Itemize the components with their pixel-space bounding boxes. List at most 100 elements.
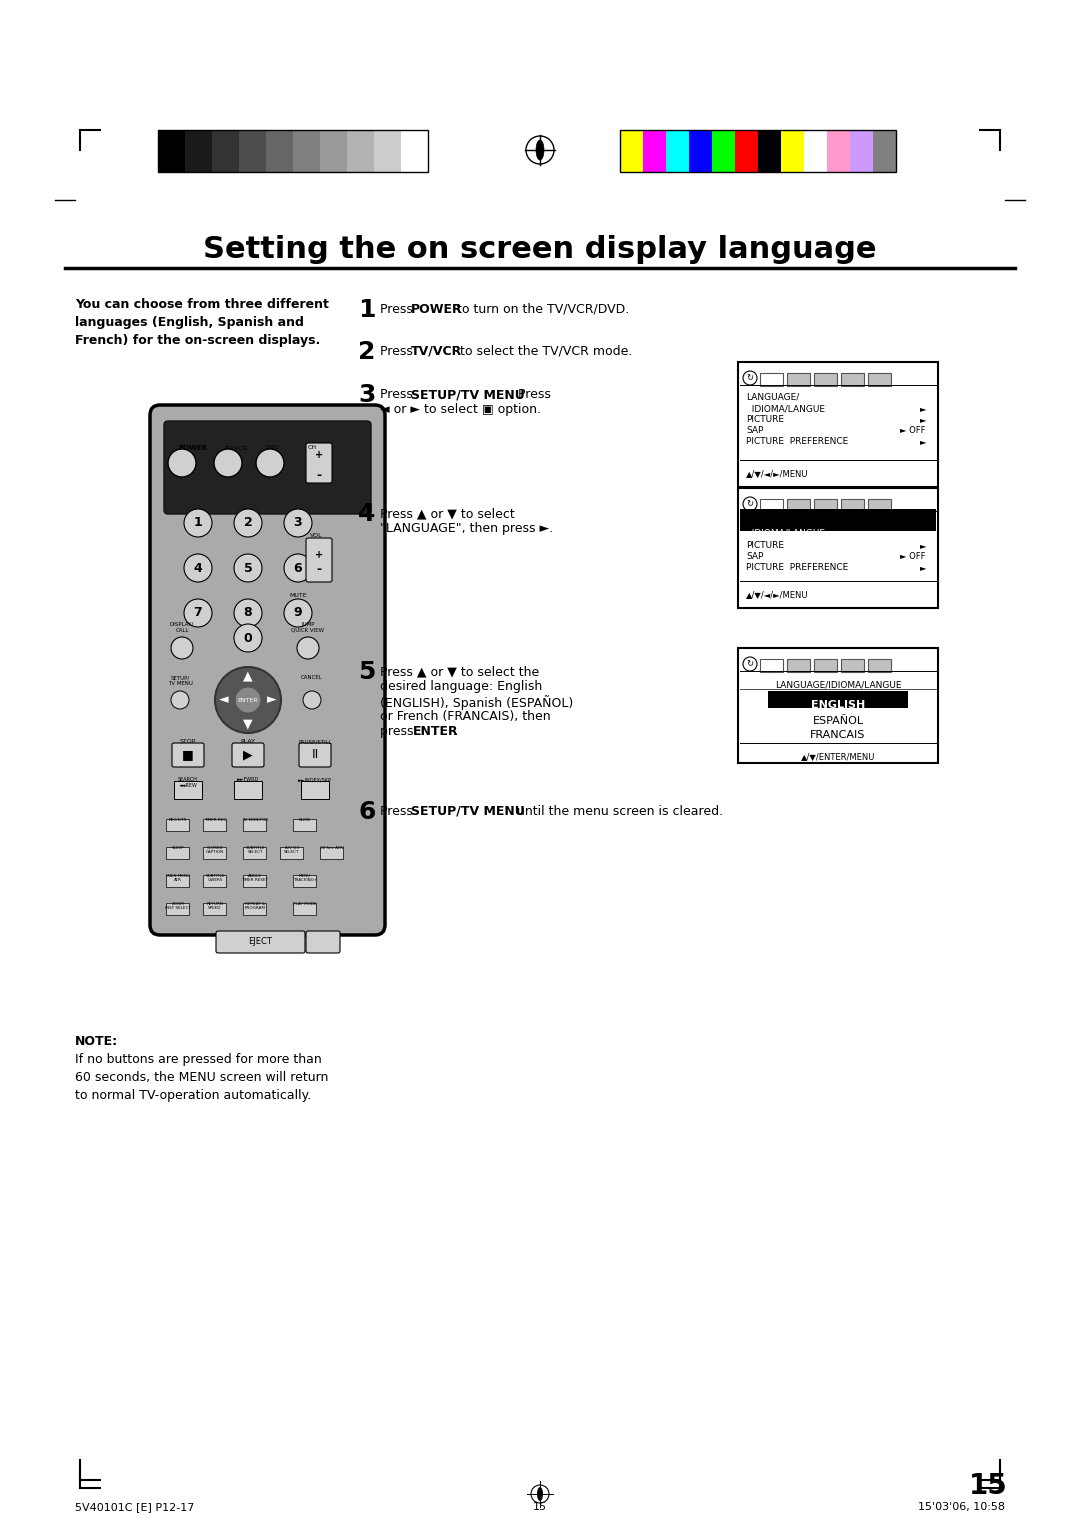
Text: SETUP/TV MENU: SETUP/TV MENU <box>411 388 525 400</box>
Bar <box>758 130 781 173</box>
Text: -: - <box>316 469 322 481</box>
Text: PICTURE  PREFERENCE: PICTURE PREFERENCE <box>746 437 848 446</box>
Text: 1: 1 <box>357 298 376 322</box>
Text: SEARCH
◄◄REW: SEARCH ◄◄REW <box>178 778 198 788</box>
Text: CLOSED
CAPTION: CLOSED CAPTION <box>206 847 224 854</box>
Text: REC/OTR: REC/OTR <box>168 817 187 822</box>
Circle shape <box>297 637 319 659</box>
Text: Press: Press <box>380 805 417 817</box>
Text: 4: 4 <box>193 561 202 575</box>
Text: PLAY MODE: PLAY MODE <box>293 902 316 906</box>
Circle shape <box>234 599 262 626</box>
Text: 6: 6 <box>357 801 376 824</box>
Text: DISPLAY/
CALL: DISPLAY/ CALL <box>170 622 194 633</box>
Circle shape <box>184 509 212 536</box>
Bar <box>166 876 189 886</box>
Ellipse shape <box>537 1487 543 1500</box>
Text: 5: 5 <box>357 660 376 685</box>
Text: PICTURE  PREFERENCE: PICTURE PREFERENCE <box>746 562 848 571</box>
Text: 9: 9 <box>294 607 302 619</box>
Text: Press: Press <box>380 345 417 358</box>
Text: desired language: English: desired language: English <box>380 680 542 694</box>
Bar <box>841 373 864 387</box>
Text: ▲/▼/◄/►/MENU: ▲/▼/◄/►/MENU <box>746 469 809 478</box>
Text: ►: ► <box>920 416 927 423</box>
Text: EJECT: EJECT <box>248 938 272 946</box>
Text: ►: ► <box>920 562 927 571</box>
Text: ►►INDEX/SKP: ►►INDEX/SKP <box>298 778 332 782</box>
Bar <box>735 130 758 173</box>
Bar <box>243 819 266 831</box>
Circle shape <box>235 688 261 714</box>
Text: LANGUAGE/: LANGUAGE/ <box>746 518 799 527</box>
Text: CANCEL: CANCEL <box>301 675 323 680</box>
Bar <box>166 847 189 859</box>
Text: +: + <box>315 550 323 559</box>
Text: TV/VCR: TV/VCR <box>411 345 462 358</box>
Bar <box>158 130 185 173</box>
Text: ▲/▼/ENTER/MENU: ▲/▼/ENTER/MENU <box>800 752 875 761</box>
Text: SAP: SAP <box>746 552 764 561</box>
Text: MENU
TRACKING+: MENU TRACKING+ <box>293 874 318 882</box>
FancyBboxPatch shape <box>306 538 332 582</box>
Bar <box>781 130 804 173</box>
Bar <box>166 903 189 915</box>
Text: PLAY: PLAY <box>241 740 256 744</box>
Text: ENTER: ENTER <box>238 697 258 703</box>
Bar <box>760 659 783 672</box>
Bar <box>689 130 712 173</box>
Circle shape <box>168 449 195 477</box>
Text: Setting the on screen display language: Setting the on screen display language <box>203 235 877 264</box>
Text: ENTER: ENTER <box>413 724 459 738</box>
Text: or French (FRANCAIS), then: or French (FRANCAIS), then <box>380 711 551 723</box>
Text: ▲: ▲ <box>243 669 253 683</box>
Text: SETUP/
TV MENU: SETUP/ TV MENU <box>167 675 192 686</box>
Text: 15: 15 <box>969 1471 1008 1500</box>
Bar <box>738 362 939 487</box>
Text: ESPAÑOL: ESPAÑOL <box>812 717 864 726</box>
Bar <box>280 847 303 859</box>
Bar <box>712 130 735 173</box>
Text: ↻: ↻ <box>746 500 754 509</box>
Bar <box>804 130 827 173</box>
Bar <box>243 847 266 859</box>
Text: POWER: POWER <box>411 303 462 316</box>
Circle shape <box>234 623 262 652</box>
FancyBboxPatch shape <box>306 443 332 483</box>
FancyBboxPatch shape <box>216 931 305 953</box>
Text: IDIOMA/LANGUE: IDIOMA/LANGUE <box>746 529 825 538</box>
Text: Press ▲ or ▼ to select the: Press ▲ or ▼ to select the <box>380 665 539 678</box>
Bar <box>293 876 316 886</box>
Bar <box>293 130 320 173</box>
Text: SETUP/TV MENU: SETUP/TV MENU <box>411 805 525 817</box>
Text: ZOOM
INST SELECT: ZOOM INST SELECT <box>165 902 191 911</box>
Text: ▼: ▼ <box>243 718 253 730</box>
Bar <box>814 659 837 672</box>
Text: press: press <box>380 724 418 738</box>
Text: 3: 3 <box>357 384 376 406</box>
Text: SUBTITLE
SELECT: SUBTITLE SELECT <box>245 847 265 854</box>
Text: PAUSE/STILL: PAUSE/STILL <box>298 740 332 744</box>
Bar <box>212 130 239 173</box>
Bar <box>868 500 891 512</box>
Text: "LANGUAGE", then press ►.: "LANGUAGE", then press ►. <box>380 523 553 535</box>
Text: DVD: DVD <box>265 445 279 451</box>
Bar <box>873 130 896 173</box>
Circle shape <box>184 599 212 626</box>
Text: 3: 3 <box>294 516 302 530</box>
Text: CH: CH <box>308 445 318 451</box>
Text: ► OFF: ► OFF <box>900 552 926 561</box>
Circle shape <box>215 668 281 733</box>
Ellipse shape <box>536 141 544 160</box>
Bar <box>787 500 810 512</box>
Text: 4: 4 <box>357 503 376 526</box>
FancyBboxPatch shape <box>172 743 204 767</box>
Bar <box>760 500 783 512</box>
Bar <box>174 781 202 799</box>
Text: .: . <box>453 724 457 738</box>
Text: to select the TV/VCR mode.: to select the TV/VCR mode. <box>456 345 633 358</box>
Text: ANGLE
TIMER RESET: ANGLE TIMER RESET <box>242 874 269 882</box>
Text: SLOW: SLOW <box>299 817 311 822</box>
Text: If no buttons are pressed for more than
60 seconds, the MENU screen will return
: If no buttons are pressed for more than … <box>75 1053 328 1102</box>
Text: ►: ► <box>920 541 927 550</box>
